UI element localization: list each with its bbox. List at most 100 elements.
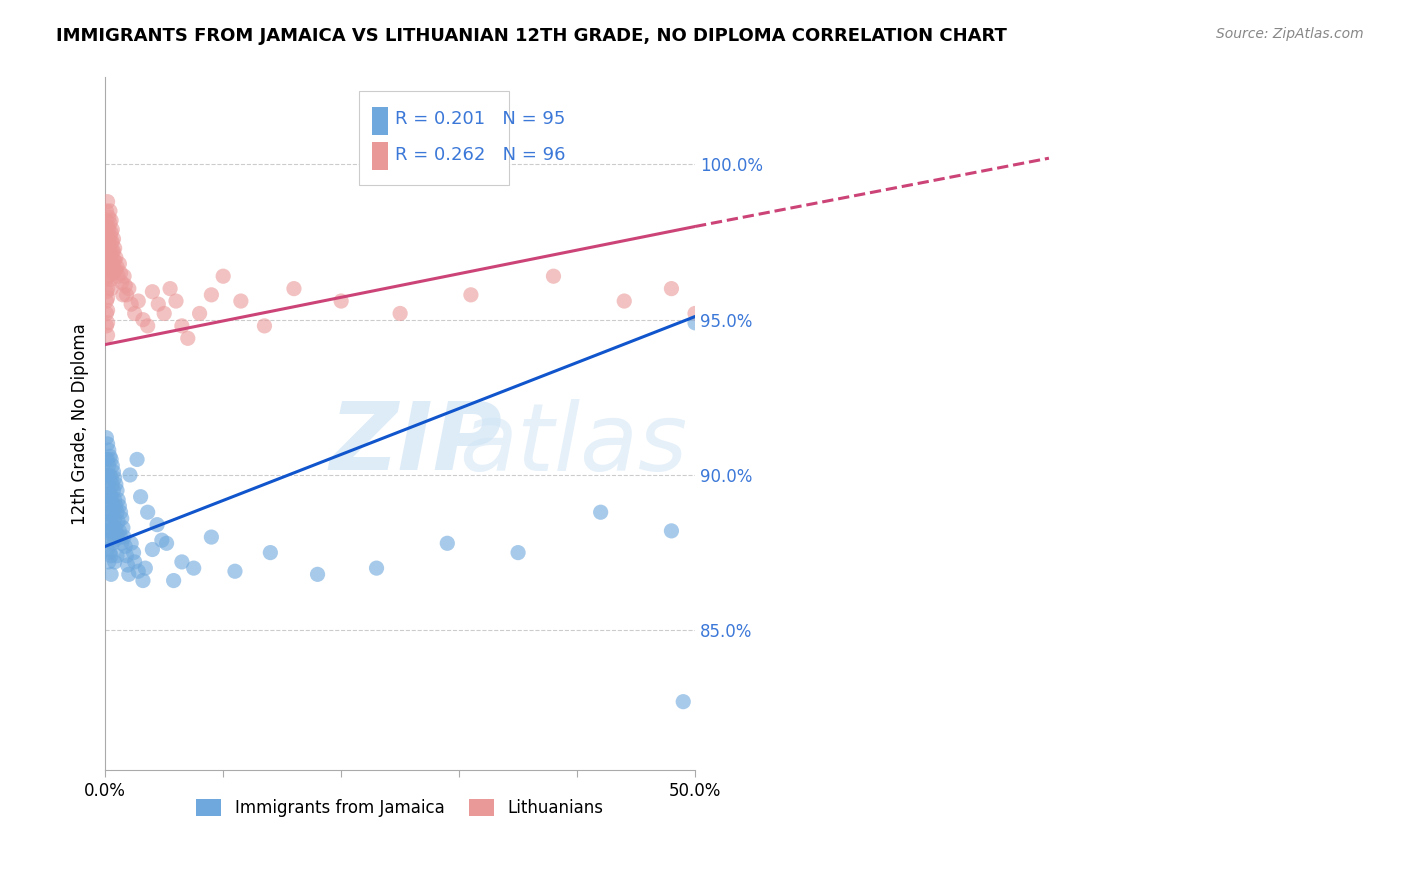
Point <box>103 266 125 280</box>
Point <box>200 288 222 302</box>
Point <box>118 467 141 482</box>
Point <box>124 306 146 320</box>
Point <box>100 282 122 296</box>
Point <box>98 263 121 277</box>
Point <box>100 213 122 227</box>
Point <box>177 331 200 345</box>
Point <box>96 452 118 467</box>
Point <box>111 276 134 290</box>
Point <box>97 222 120 236</box>
Point <box>389 306 412 320</box>
Point <box>543 269 565 284</box>
Point <box>436 536 458 550</box>
Point <box>183 561 205 575</box>
Point <box>98 505 121 519</box>
Point <box>108 499 131 513</box>
Point <box>132 574 155 588</box>
Point <box>97 219 120 234</box>
Point <box>104 263 127 277</box>
Text: R = 0.201   N = 95: R = 0.201 N = 95 <box>395 110 565 128</box>
Point <box>100 260 122 274</box>
Point <box>146 517 169 532</box>
Point <box>366 561 388 575</box>
Point <box>148 297 170 311</box>
Point <box>97 505 120 519</box>
Point <box>136 318 159 333</box>
Point <box>97 232 120 246</box>
Point <box>105 483 128 498</box>
Point <box>101 496 124 510</box>
Point <box>683 316 706 330</box>
Bar <box>371 142 388 169</box>
Point <box>96 285 118 299</box>
Point <box>111 536 134 550</box>
Point <box>100 247 122 261</box>
Point <box>97 467 120 482</box>
Point <box>96 204 118 219</box>
Point <box>103 524 125 538</box>
Point <box>104 555 127 569</box>
Point <box>118 567 141 582</box>
Point <box>96 431 118 445</box>
Y-axis label: 12th Grade, No Diploma: 12th Grade, No Diploma <box>72 323 89 524</box>
Point <box>97 555 120 569</box>
Point <box>96 318 118 333</box>
Point <box>100 272 122 286</box>
Point <box>105 527 128 541</box>
Point <box>103 232 125 246</box>
Point <box>100 567 122 582</box>
Point <box>96 260 118 274</box>
Point <box>114 278 136 293</box>
Point <box>100 452 122 467</box>
Point <box>97 328 120 343</box>
Point <box>96 272 118 286</box>
Point <box>107 492 129 507</box>
Point <box>115 288 138 302</box>
Point <box>110 266 132 280</box>
Point <box>115 549 138 563</box>
Point <box>104 251 127 265</box>
Point <box>97 244 120 259</box>
Point <box>96 492 118 507</box>
Point <box>97 316 120 330</box>
Point <box>120 297 142 311</box>
Point <box>108 257 131 271</box>
Point <box>97 291 120 305</box>
Point <box>110 505 132 519</box>
Point <box>96 306 118 320</box>
Point <box>100 471 122 485</box>
Point <box>96 251 118 265</box>
Point <box>814 282 837 296</box>
Point <box>104 263 127 277</box>
Point <box>97 235 120 249</box>
Point <box>97 257 120 271</box>
Point <box>97 194 120 209</box>
Point <box>112 269 135 284</box>
Point <box>98 450 121 464</box>
Point <box>165 293 187 308</box>
Point <box>97 437 120 451</box>
Point <box>97 515 120 529</box>
Point <box>212 269 235 284</box>
Point <box>707 269 730 284</box>
Point <box>97 443 120 458</box>
Point <box>162 574 184 588</box>
Point <box>101 536 124 550</box>
Point <box>170 555 193 569</box>
Point <box>97 533 120 548</box>
Point <box>200 530 222 544</box>
Point <box>100 508 122 523</box>
Point <box>103 465 125 479</box>
Point <box>159 282 181 296</box>
Point <box>96 226 118 240</box>
Point <box>990 293 1012 308</box>
Point <box>100 490 122 504</box>
Point <box>117 558 139 572</box>
Point <box>98 228 121 243</box>
Point <box>104 511 127 525</box>
Point <box>259 546 281 560</box>
Point <box>96 238 118 252</box>
Point <box>155 536 177 550</box>
Point <box>111 521 134 535</box>
Text: IMMIGRANTS FROM JAMAICA VS LITHUANIAN 12TH GRADE, NO DIPLOMA CORRELATION CHART: IMMIGRANTS FROM JAMAICA VS LITHUANIAN 12… <box>56 27 1007 45</box>
